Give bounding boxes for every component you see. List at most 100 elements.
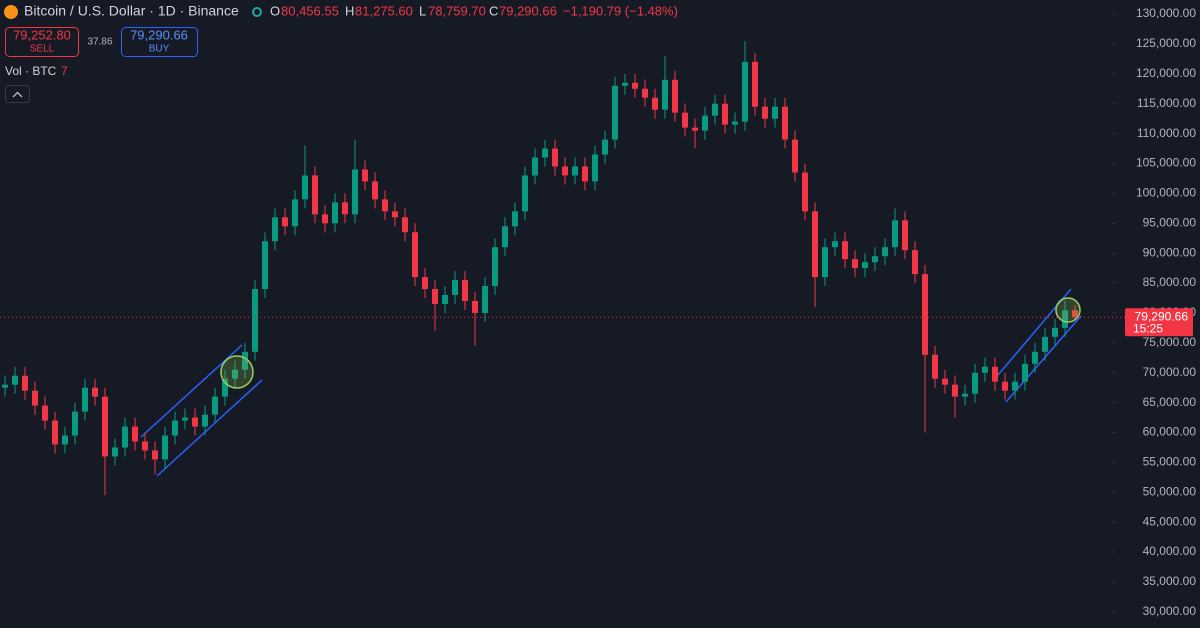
candle-body: [152, 450, 158, 460]
y-tick-label: 95,000.00: [1143, 215, 1197, 229]
candle-body: [462, 280, 468, 301]
candle-body: [872, 256, 878, 263]
candle-body: [252, 289, 258, 352]
candles: [2, 40, 1078, 496]
channel-line: [156, 379, 263, 477]
candle-body: [72, 411, 78, 436]
candle-body: [482, 286, 488, 313]
collapse-button[interactable]: [5, 85, 30, 103]
candle-body: [742, 61, 748, 122]
ohlc-letter: C: [489, 3, 498, 18]
candle-body: [232, 369, 238, 379]
candle-body: [642, 88, 648, 98]
header: Bitcoin / U.S. Dollar · 1D · Binance O 8…: [4, 3, 678, 103]
y-tick-label: 120,000.00: [1136, 66, 1196, 80]
ohlc-value: 81,275.60: [355, 3, 413, 18]
candle-body: [82, 387, 88, 412]
candle-body: [652, 97, 658, 110]
candle-body: [782, 106, 788, 140]
price-tag-value: 79,290.66: [1135, 309, 1189, 323]
candle-body: [662, 79, 668, 110]
candle-body: [412, 232, 418, 278]
candle-body: [1072, 310, 1078, 318]
candle-body: [92, 387, 98, 397]
chevron-icon: [12, 91, 23, 98]
candle-body: [922, 274, 928, 355]
y-tick-label: 75,000.00: [1143, 335, 1197, 349]
price-tag: [1125, 308, 1193, 337]
candle-body: [2, 384, 8, 388]
candle-body: [512, 211, 518, 227]
candle-body: [892, 220, 898, 248]
candle-body: [812, 211, 818, 278]
status-dot: [252, 7, 262, 17]
candle-body: [502, 226, 508, 248]
candle-body: [332, 202, 338, 224]
candle-body: [1062, 310, 1068, 328]
candle-body: [432, 289, 438, 304]
candle-body: [912, 250, 918, 275]
candle-body: [762, 106, 768, 119]
candle-body: [172, 420, 178, 436]
volume-label: Vol · BTC: [5, 64, 57, 78]
candle-body: [542, 148, 548, 158]
change: −1,190.79 (−1.48%): [563, 3, 678, 18]
candle-body: [632, 82, 638, 89]
y-tick-label: 105,000.00: [1136, 156, 1196, 170]
candle-body: [142, 441, 148, 451]
candle-body: [202, 414, 208, 427]
candle-body: [402, 217, 408, 233]
symbol: Bitcoin / U.S. Dollar · 1D · Binance: [24, 3, 239, 19]
candle-body: [752, 61, 758, 107]
candle-body: [862, 262, 868, 269]
y-tick-label: 30,000.00: [1143, 604, 1197, 618]
candle-body: [102, 396, 108, 457]
channel-line: [1005, 315, 1082, 403]
candle-body: [562, 166, 568, 176]
candle-body: [362, 169, 368, 182]
ohlc-value: 80,456.55: [281, 3, 339, 18]
candle-body: [452, 280, 458, 296]
buy-label: BUY: [149, 44, 170, 55]
candle-body: [832, 241, 838, 248]
y-tick-label: 85,000.00: [1143, 275, 1197, 289]
candle-body: [222, 378, 228, 397]
candle-body: [882, 247, 888, 257]
candle-body: [12, 375, 18, 385]
buy-button[interactable]: [121, 27, 198, 57]
y-tick-label: 115,000.00: [1137, 96, 1196, 110]
candle-body: [522, 175, 528, 212]
candle-body: [422, 277, 428, 290]
y-tick-label: 125,000.00: [1136, 36, 1196, 50]
ohlc-value: 79,290.66: [499, 3, 557, 18]
ohlc-letter: O: [270, 3, 280, 18]
candle-body: [932, 354, 938, 379]
candle-body: [682, 112, 688, 128]
candle-body: [282, 217, 288, 227]
y-tick-label: 50,000.00: [1143, 484, 1197, 498]
candle-body: [62, 435, 68, 445]
candle-body: [1002, 381, 1008, 391]
y-tick-label: 35,000.00: [1143, 574, 1197, 588]
buy-price: 79,290.66: [130, 27, 188, 42]
candle-body: [442, 295, 448, 304]
sell-button[interactable]: [5, 27, 79, 57]
candle-body: [842, 241, 848, 260]
candle-body: [1052, 327, 1058, 337]
candle-body: [1042, 336, 1048, 352]
candle-body: [1012, 381, 1018, 391]
candle-body: [122, 426, 128, 448]
highlight-circle: [220, 355, 254, 389]
y-tick-label: 60,000.00: [1143, 425, 1197, 439]
candle-body: [52, 420, 58, 445]
y-tick-label: 65,000.00: [1143, 395, 1197, 409]
y-tick-label: 90,000.00: [1143, 245, 1197, 259]
candle-body: [852, 259, 858, 269]
y-tick-label: 70,000.00: [1143, 365, 1197, 379]
ohlc-letter: H: [345, 3, 354, 18]
candle-body: [322, 214, 328, 224]
candle-body: [532, 157, 538, 176]
candle-body: [552, 148, 558, 167]
